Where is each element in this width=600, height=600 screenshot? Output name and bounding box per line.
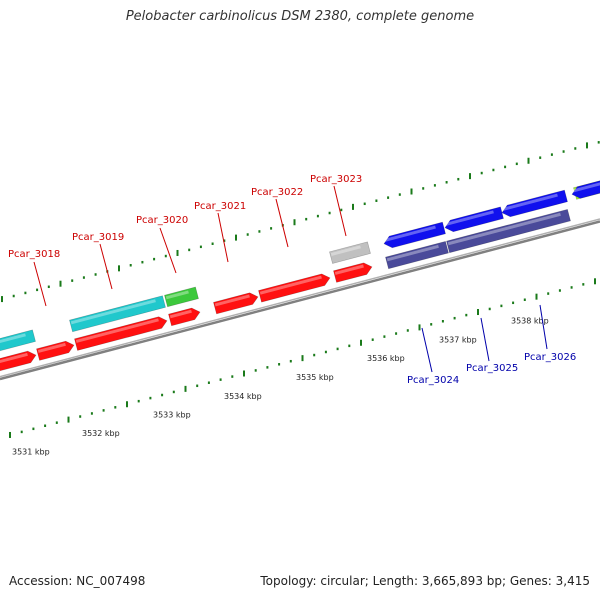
cds-fwd-pcar-3018-shape: [36, 340, 75, 361]
cds-fwd-a-shape: [0, 350, 37, 374]
gene-label-pcar-3020: Pcar_3020: [136, 215, 188, 226]
backbone-line-upper: [0, 218, 600, 378]
scale-tick-label: 3533 kbp: [153, 410, 191, 419]
leader-line-pcar-3022: [275, 198, 289, 248]
leader-line-pcar-3023: [333, 185, 347, 237]
cds-fwd-pcar-3023-shape: [333, 262, 373, 283]
cds-fwd-pcar-3018: [36, 340, 75, 361]
cog-grey-shine: [330, 245, 361, 256]
cog-rev-b: [446, 208, 571, 254]
cog-rev-a-shape: [385, 241, 449, 270]
cog-grey-shape: [329, 241, 371, 264]
scale-tick-label: 3534 kbp: [224, 392, 262, 401]
cds-fwd-pcar-3019-shine: [75, 318, 159, 343]
cds-fwd-pcar-3023: [333, 262, 373, 283]
leader-line-pcar-3024: [421, 327, 433, 373]
gene-label-pcar-3024: Pcar_3024: [407, 375, 459, 386]
cds-fwd-pcar-3021-shape: [213, 292, 259, 315]
cds-fwd-a-shine: [0, 352, 28, 366]
cog-cyan-a: [0, 329, 36, 354]
cds-rev-pcar-3026-shine: [501, 193, 558, 212]
gene-label-pcar-3022: Pcar_3022: [251, 187, 303, 198]
cog-rev-b-shape: [446, 208, 571, 254]
scale-tick-label: 3531 kbp: [12, 447, 50, 456]
leader-line-pcar-3020: [159, 227, 177, 274]
cds-rev-pcar-3024-shine: [383, 225, 436, 243]
cog-green-shape: [164, 286, 199, 308]
cds-fwd-pcar-3022-shine: [259, 275, 322, 295]
scale-tick-label: 3537 kbp: [439, 335, 477, 344]
cog-rev-b-shine: [447, 212, 561, 246]
cds-rev-pcar-3025-shine: [444, 210, 494, 226]
cds-fwd-a: [0, 350, 37, 374]
cds-rev-b: [571, 178, 600, 199]
cds-fwd-pcar-3021: [213, 292, 259, 315]
cog-cyan-a-shine: [0, 333, 26, 346]
cds-fwd-pcar-3020: [168, 307, 201, 327]
scale-tick-label: 3536 kbp: [367, 354, 405, 363]
cds-rev-pcar-3026: [501, 189, 568, 218]
gene-labels: Pcar_3018 Pcar_3019 Pcar_3020 Pcar_3021 Pcar…: [8, 174, 576, 386]
cds-rev-b-shape: [571, 178, 600, 199]
gene-label-pcar-3025: Pcar_3025: [466, 363, 518, 374]
cds-feature-row: [0, 178, 600, 374]
cds-rev-pcar-3026-shape: [501, 189, 568, 218]
cds-fwd-pcar-3021-shine: [214, 294, 250, 307]
cog-green: [164, 286, 199, 308]
map-title: Pelobacter carbinolicus DSM 2380, comple…: [125, 9, 475, 24]
cds-fwd-pcar-3023-shine: [334, 264, 364, 275]
cds-rev-pcar-3025-shape: [444, 206, 504, 233]
cds-fwd-pcar-3020-shine: [169, 309, 192, 319]
cds-rev-pcar-3024-shape: [383, 221, 446, 249]
cog-green-shine: [165, 290, 189, 300]
cds-fwd-pcar-3022: [258, 273, 331, 303]
gene-label-pcar-3019: Pcar_3019: [72, 232, 124, 243]
cog-rev-a: [385, 241, 449, 270]
scale-tick-label: 3538 kbp: [511, 316, 549, 325]
cog-grey: [329, 241, 371, 264]
scale-tick-label: 3535 kbp: [296, 373, 334, 382]
cds-fwd-pcar-3022-shape: [258, 273, 331, 303]
backbone-line-lower: [0, 220, 600, 381]
position-scale: 3531 kbp 3532 kbp 3533 kbp 3534 kbp 3535 kbp…: [12, 316, 549, 456]
cds-rev-pcar-3025: [444, 206, 504, 233]
gene-label-pcar-3026: Pcar_3026: [524, 352, 576, 363]
genome-summary-text: Topology: circular; Length: 3,665,893 bp…: [260, 574, 590, 588]
cog-cyan-b-shape: [69, 295, 166, 333]
leader-line-pcar-3025: [480, 317, 490, 362]
cog-rev-a-shine: [386, 244, 439, 262]
leader-line-pcar-3018: [33, 261, 47, 307]
cds-rev-b-shine: [571, 182, 600, 193]
cds-rev-pcar-3024: [383, 221, 446, 249]
cog-cyan-b: [69, 295, 166, 333]
gene-label-pcar-3018: Pcar_3018: [8, 249, 60, 260]
cds-fwd-pcar-3018-shine: [37, 342, 66, 353]
leader-line-pcar-3019: [99, 243, 113, 290]
cds-fwd-pcar-3019: [74, 316, 168, 351]
gene-label-pcar-3021: Pcar_3021: [194, 201, 246, 212]
genome-backbone: [0, 218, 600, 381]
gene-label-pcar-3023: Pcar_3023: [310, 174, 362, 185]
cds-fwd-pcar-3019-shape: [74, 316, 168, 351]
cog-cyan-a-shape: [0, 329, 36, 354]
leader-line-pcar-3026: [539, 304, 548, 350]
scale-tick-label: 3532 kbp: [82, 429, 120, 438]
leader-line-pcar-3021: [217, 212, 229, 263]
accession-text: Accession: NC_007498: [9, 574, 146, 588]
cds-fwd-pcar-3020-shape: [168, 307, 201, 327]
cog-cyan-b-shine: [70, 299, 156, 325]
